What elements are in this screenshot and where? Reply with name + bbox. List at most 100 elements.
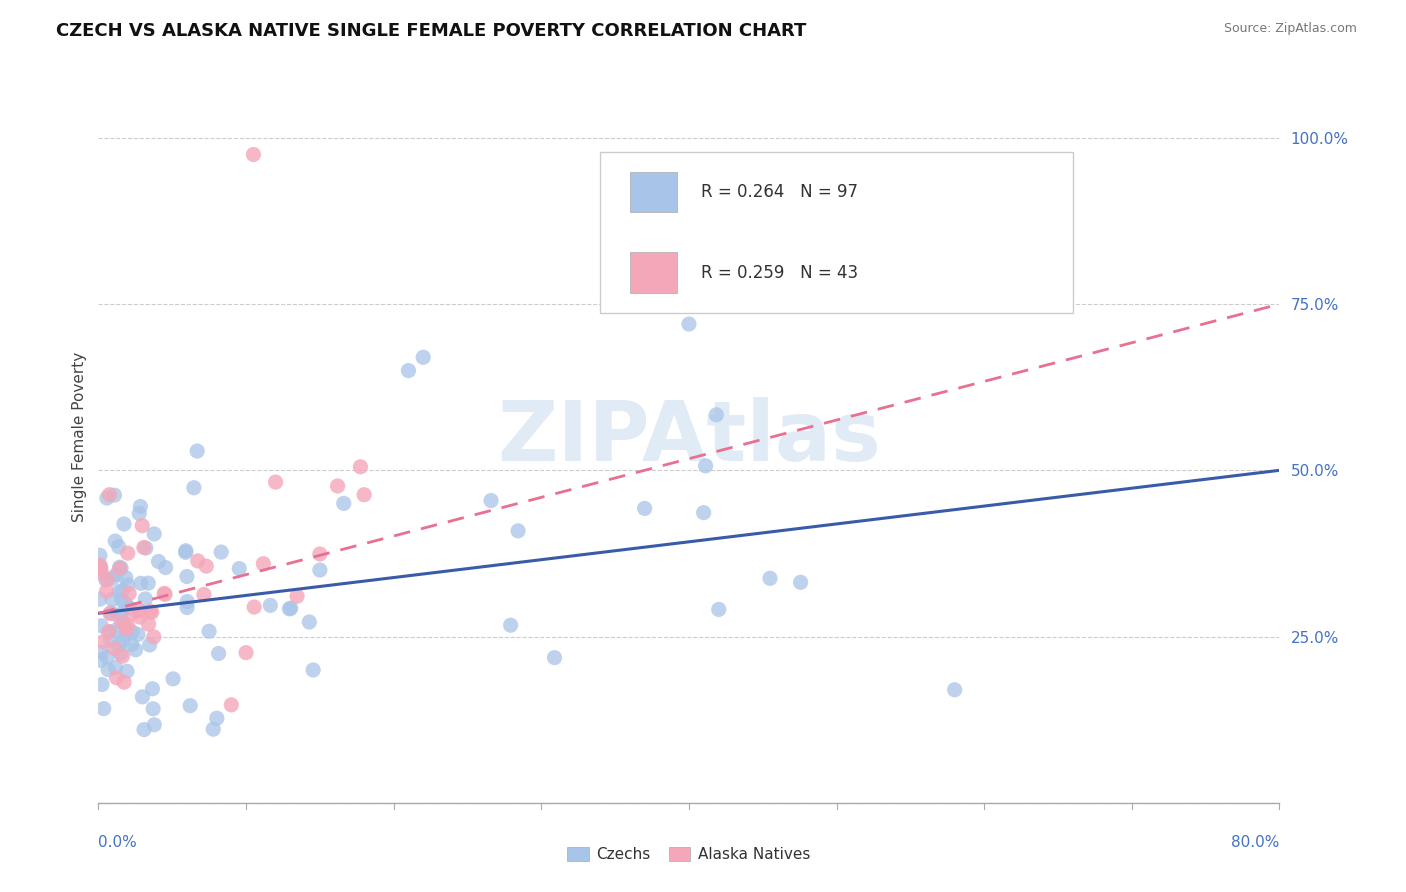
Point <box>111 649 134 664</box>
Text: 0.0%: 0.0% <box>98 835 138 850</box>
Point <box>128 604 150 618</box>
Point <box>132 723 155 737</box>
Point <box>692 506 714 520</box>
Point <box>943 682 966 697</box>
Point <box>678 317 700 331</box>
Point <box>96 573 118 587</box>
FancyBboxPatch shape <box>630 172 678 212</box>
Point <box>117 618 139 632</box>
Point <box>153 587 176 601</box>
Point <box>221 698 243 712</box>
Point <box>141 681 163 696</box>
Point <box>704 408 727 422</box>
Point <box>91 677 114 691</box>
Point <box>143 527 166 541</box>
Point <box>195 559 218 574</box>
Point <box>353 488 375 502</box>
Point <box>143 718 166 732</box>
Point <box>174 543 197 558</box>
Point <box>298 615 321 629</box>
Point <box>309 563 332 577</box>
Point <box>108 561 131 575</box>
Point <box>97 624 120 639</box>
Point <box>499 618 522 632</box>
Point <box>789 575 811 590</box>
Point <box>101 572 124 586</box>
Point <box>117 546 139 560</box>
Point <box>142 630 165 644</box>
Point <box>90 566 112 580</box>
FancyBboxPatch shape <box>630 252 678 293</box>
Text: Source: ZipAtlas.com: Source: ZipAtlas.com <box>1223 22 1357 36</box>
Point <box>96 584 118 599</box>
Point <box>103 488 125 502</box>
Point <box>112 616 135 631</box>
Point <box>506 524 529 538</box>
Point <box>115 597 138 611</box>
Point <box>104 534 127 549</box>
Point <box>98 633 121 648</box>
Point <box>114 627 136 641</box>
Point <box>242 147 264 161</box>
Point <box>115 665 138 679</box>
Text: 80.0%: 80.0% <box>1232 835 1279 850</box>
Point <box>235 646 257 660</box>
Point <box>134 591 156 606</box>
Point <box>141 605 163 619</box>
Point <box>89 592 111 607</box>
Point <box>326 479 349 493</box>
Point <box>162 672 184 686</box>
Point <box>124 642 146 657</box>
Point <box>96 491 118 505</box>
Point <box>129 500 152 514</box>
Point <box>96 650 118 665</box>
Point <box>107 609 129 624</box>
Point <box>759 571 782 585</box>
Point <box>280 601 302 615</box>
Point <box>97 663 120 677</box>
Text: R = 0.259   N = 43: R = 0.259 N = 43 <box>700 263 858 282</box>
Point <box>205 711 228 725</box>
Point <box>100 606 122 620</box>
Point <box>259 599 281 613</box>
Point <box>107 540 129 554</box>
Text: CZECH VS ALASKA NATIVE SINGLE FEMALE POVERTY CORRELATION CHART: CZECH VS ALASKA NATIVE SINGLE FEMALE POV… <box>56 22 807 40</box>
Point <box>243 600 266 615</box>
Point <box>183 481 205 495</box>
Point <box>309 547 332 561</box>
Point <box>105 567 128 582</box>
Point <box>121 624 143 639</box>
Point <box>187 554 209 568</box>
Point <box>198 624 221 639</box>
Point <box>107 639 129 653</box>
Point <box>108 560 131 574</box>
Point <box>112 633 135 648</box>
Point <box>264 475 287 489</box>
Point <box>349 459 371 474</box>
Point <box>176 600 198 615</box>
Point <box>108 585 131 599</box>
Point <box>228 561 250 575</box>
Point <box>98 607 121 621</box>
Point <box>142 702 165 716</box>
Point <box>104 624 127 638</box>
Point <box>412 351 434 365</box>
Point <box>129 576 152 591</box>
Y-axis label: Single Female Poverty: Single Female Poverty <box>72 352 87 522</box>
Point <box>543 650 565 665</box>
Point <box>132 541 155 555</box>
Point <box>207 647 229 661</box>
Point <box>127 627 149 641</box>
Text: R = 0.264   N = 97: R = 0.264 N = 97 <box>700 183 858 201</box>
Point <box>110 561 132 575</box>
Point <box>138 638 160 652</box>
Point <box>93 701 115 715</box>
Point <box>118 601 141 615</box>
Point <box>333 496 356 510</box>
Point <box>148 554 170 568</box>
Point <box>90 561 112 575</box>
Point <box>695 458 717 473</box>
Point <box>98 488 121 502</box>
Point <box>479 493 502 508</box>
Point <box>121 638 143 652</box>
